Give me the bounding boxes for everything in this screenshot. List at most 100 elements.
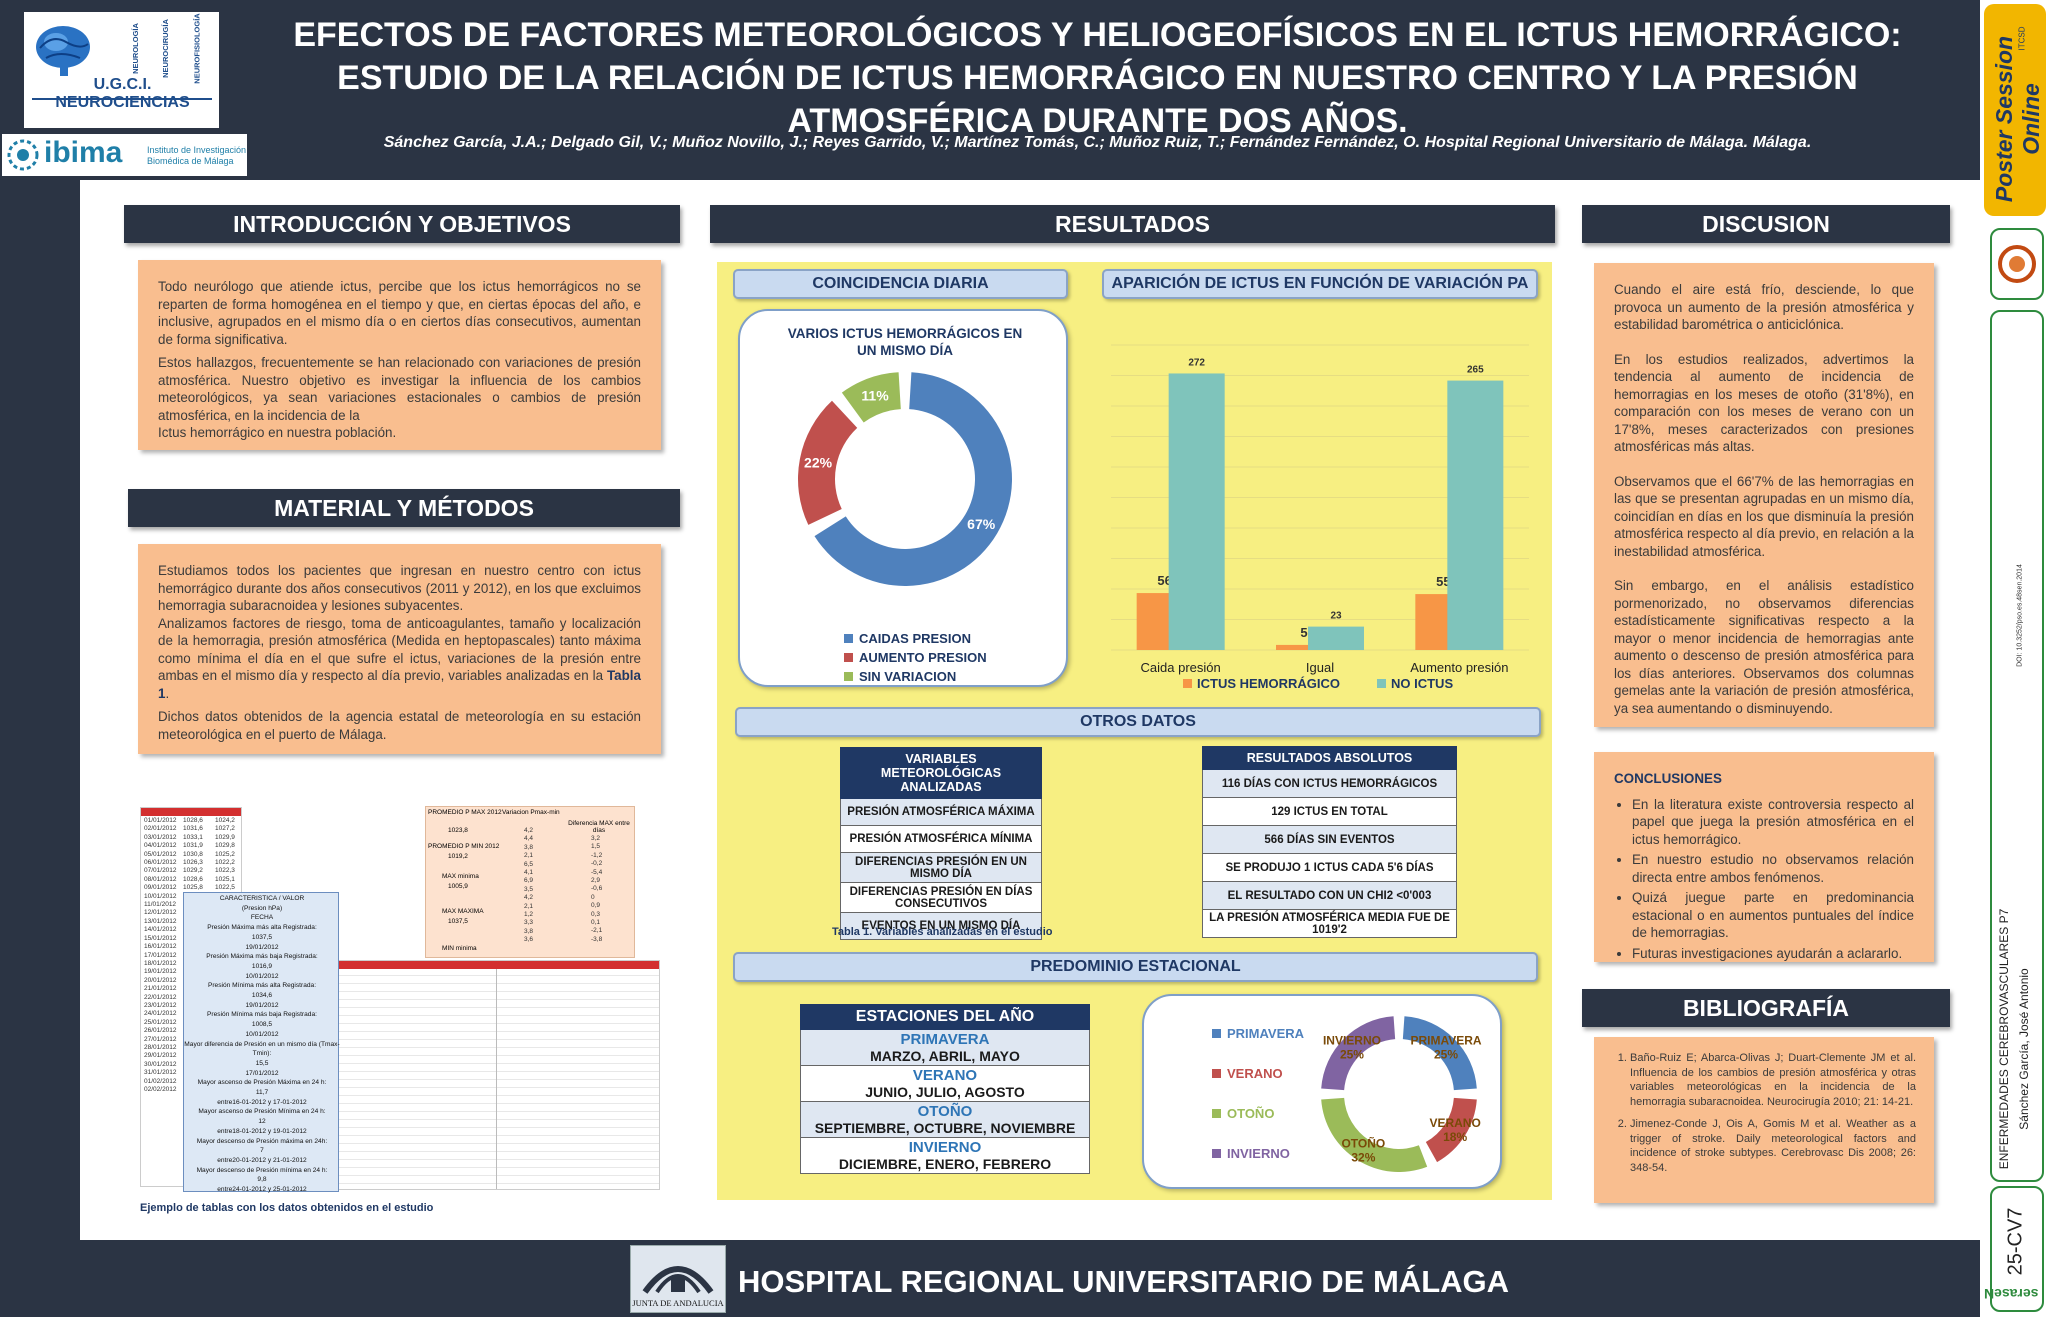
donut-label: 67% <box>967 516 996 532</box>
data-cell: 3,3 <box>524 919 534 927</box>
data-cell: 0,1 <box>591 919 601 927</box>
data-cell: 3,5 <box>524 885 534 893</box>
bar-ictus-hemorrágico <box>1276 644 1332 650</box>
stats-l6: MAX MAXIMA <box>442 908 484 915</box>
discussion-p2: En los estudios realizados, advertimos l… <box>1614 351 1914 455</box>
season-name: INVIERNO <box>908 1139 982 1156</box>
data-cell: 7 <box>260 1147 264 1155</box>
data-cell: 0,9 <box>591 902 601 910</box>
data-cell: 30/01/2012 <box>144 1060 177 1068</box>
data-cell: -0,6 <box>591 885 603 893</box>
estaciones-header: ESTACIONES DEL AÑO <box>800 1004 1090 1030</box>
data-cell: 0 <box>591 893 595 901</box>
data-cell: 28/01/2012 <box>144 1043 177 1051</box>
data-cell: 1025,1 <box>215 875 235 883</box>
donut-slice-caidas-presion <box>814 372 1012 586</box>
season-months: MARZO, ABRIL, MAYO <box>870 1048 1020 1064</box>
coincidencia-title: COINCIDENCIA DIARIA <box>733 269 1068 299</box>
data-cell: entre18-01-2012 y 19-01-2012 <box>217 1127 307 1135</box>
bar-no-ictus <box>1308 626 1364 650</box>
bibliography-box: Baño-Ruiz E; Abarca-Olivas J; Duart-Clem… <box>1594 1037 1934 1203</box>
data-cell: 1029,2 <box>183 867 203 875</box>
data-cell: 27/01/2012 <box>144 1035 177 1043</box>
data-cell: 19/01/2012 <box>144 968 177 976</box>
data-cell: -1,2 <box>591 851 603 859</box>
data-cell: 29/01/2012 <box>144 1052 177 1060</box>
data-cell: 10/01/2012 <box>144 892 177 900</box>
data-cell: 4,2 <box>524 827 534 834</box>
conclusion-item: En nuestro estudio no observamos relació… <box>1632 851 1914 886</box>
absolutos-header: RESULTADOS ABSOLUTOS <box>1202 746 1457 770</box>
data-cell: 1016,9 <box>251 962 273 970</box>
legend-item: SIN VARIACION <box>844 667 987 686</box>
brain-icon <box>36 26 90 76</box>
season-name: OTOÑO <box>917 1103 973 1120</box>
data-cell: 0,3 <box>591 910 601 918</box>
logo-ugc-sub-3: NEUROFISIOLOGÍA <box>192 13 202 84</box>
donut-label: VERANO 18% <box>1429 1116 1480 1144</box>
data-cell: Presión Máxima más baja Registrada: <box>206 953 318 961</box>
data-cell: 1026,3 <box>183 859 203 867</box>
logo-ugc-sub-1: NEUROLOGÍA <box>130 23 140 74</box>
data-cell: 10/01/2012 <box>245 972 279 980</box>
data-cell: entre24-01-2012 y 25-01-2012 <box>217 1186 307 1194</box>
data-cell: 18/01/2012 <box>144 959 177 967</box>
data-cell: 01/02/2012 <box>144 1077 177 1085</box>
intro-heading: INTRODUCCIÓN Y OBJETIVOS <box>124 205 680 243</box>
data-cell: 3,8 <box>524 843 534 851</box>
data-cell: 1029,8 <box>215 842 235 850</box>
data-cell: Presión Máxima más alta Registrada: <box>207 924 317 932</box>
data-cell: Mayor diferencia de Presión en un mismo … <box>184 1040 340 1058</box>
variable-row: DIFERENCIAS PRESIÓN EN UN MISMO DÍA <box>840 852 1042 883</box>
discussion-box: Cuando el aire está frío, desciende, lo … <box>1594 263 1934 727</box>
conclusiones-title: CONCLUSIONES <box>1614 771 1722 786</box>
bar-value-label: 5 <box>1300 625 1307 640</box>
variable-row: PRESIÓN ATMOSFÉRICA MÍNIMA <box>840 825 1042 853</box>
donut-slice-aumento-presion <box>798 400 858 525</box>
data-cell: 3,2 <box>591 835 601 842</box>
data-cell: 1024,2 <box>215 817 235 824</box>
tabla-1-link[interactable]: Tabla 1 <box>158 668 641 701</box>
absoluto-row: 566 DÍAS SIN EVENTOS <box>1202 825 1457 854</box>
data-cell: 1029,9 <box>215 833 235 841</box>
variable-row: PRESIÓN ATMOSFÉRICA MÁXIMA <box>840 798 1042 826</box>
intro-p2: Estos hallazgos, frecuentemente se han r… <box>158 355 641 440</box>
stats-l1: 1023,8 <box>448 827 468 834</box>
data-cell: 02/02/2012 <box>144 1086 177 1093</box>
data-cell: 6,9 <box>524 877 534 885</box>
discussion-p1: Cuando el aire está frío, desciende, lo … <box>1614 282 1914 332</box>
donut-slice-primavera <box>1402 1016 1477 1091</box>
data-cell: 26/01/2012 <box>144 1027 177 1035</box>
legend-item: OTOÑO <box>1212 1106 1304 1121</box>
methods-box: Estudiamos todos los pacientes que ingre… <box>138 544 661 754</box>
otros-title: OTROS DATOS <box>735 707 1541 737</box>
pso-badge[interactable]: Poster Session Online ITCSD <box>1984 4 2046 216</box>
bib-item: Baño-Ruiz E; Abarca-Olivas J; Duart-Clem… <box>1630 1051 1916 1109</box>
data-cell: -5,4 <box>591 868 603 876</box>
data-cell: Mayor ascenso de Presión Máxima en 24 h: <box>197 1079 327 1087</box>
data-cell: 1022,3 <box>215 867 235 875</box>
stats-l2: PROMEDIO P MIN 2012 <box>428 843 500 850</box>
donut-label: PRIMAVERA 25% <box>1410 1034 1481 1062</box>
code-box: 25-CV7 seraseN <box>1984 1186 2044 1312</box>
predominio-title: PREDOMINIO ESTACIONAL <box>733 952 1538 982</box>
conclusion-item: Quizá juegue parte en predominancia esta… <box>1632 889 1914 942</box>
footer-hospital: HOSPITAL REGIONAL UNIVERSITARIO DE MÁLAG… <box>738 1264 1510 1299</box>
data-cell: 17/01/2012 <box>245 1069 279 1077</box>
bar-value-label: 265 <box>1467 365 1484 376</box>
data-cell: 3,8 <box>524 927 534 935</box>
poster-authors: Sánchez García, J.A.; Delgado Gil, V.; M… <box>383 134 1812 151</box>
stats-h1: PROMEDIO P MAX 2012 <box>428 809 502 816</box>
data-cell: 09/01/2012 <box>144 884 177 892</box>
data-cell: 06/01/2012 <box>144 859 177 867</box>
variable-row: DIFERENCIAS PRESIÓN EN DÍAS CONSECUTIVOS <box>840 882 1042 913</box>
stats-l8: MIN minima <box>442 945 477 952</box>
data-cell: 02/01/2012 <box>144 825 177 833</box>
stats-l3: 1019,2 <box>448 853 468 860</box>
data-cell: 13/01/2012 <box>144 917 177 925</box>
absoluto-row: LA PRESIÓN ATMOSFÉRICA MEDIA FUE DE 1019… <box>1202 909 1457 938</box>
bar-no-ictus <box>1168 373 1225 650</box>
logo-ibima-subtext: Instituto de Investigación Biomédica de … <box>147 145 247 166</box>
data-cell: 4,2 <box>524 894 534 902</box>
data-cell: 1,2 <box>524 911 534 919</box>
